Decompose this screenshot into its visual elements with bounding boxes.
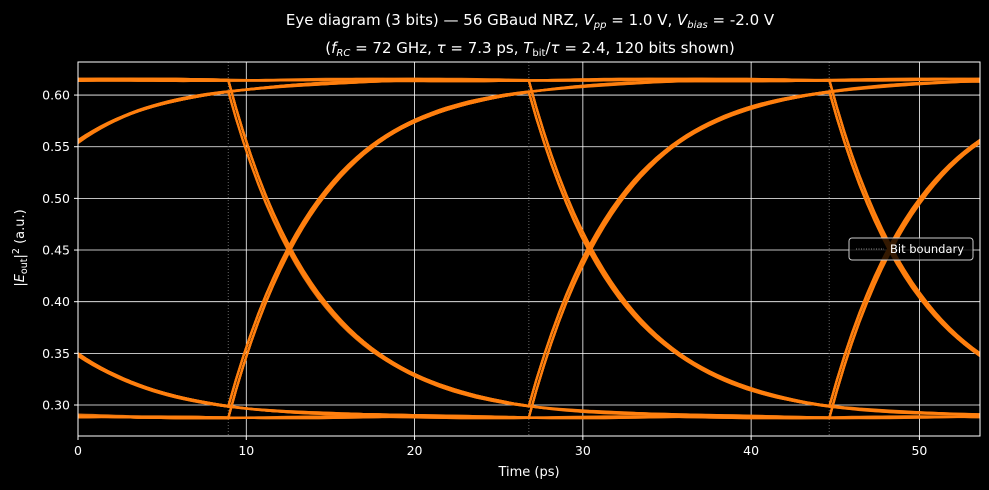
eye-trace-38 [78, 77, 980, 417]
eye-trace-23 [78, 77, 980, 420]
eye-trace-43 [78, 77, 980, 355]
y-tick-label-5: 0.55 [42, 139, 70, 154]
eye-trace-20 [78, 79, 980, 420]
eye-trace-18 [78, 78, 980, 419]
eye-trace-11 [78, 80, 980, 419]
eye-trace-9 [78, 79, 980, 419]
y-tick-label-2: 0.40 [42, 294, 70, 309]
eye-trace-10 [78, 79, 980, 419]
eye-trace-44 [78, 77, 980, 356]
x-tick-label-1: 10 [238, 443, 254, 458]
eye-traces [78, 77, 980, 420]
x-tick-label-2: 20 [407, 443, 423, 458]
eye-trace-3 [78, 140, 980, 420]
eye-trace-27 [78, 77, 980, 419]
y-tick-label-3: 0.45 [42, 243, 70, 258]
x-tick-label-4: 40 [743, 443, 759, 458]
eye-trace-37 [78, 77, 980, 416]
legend-box [848, 237, 974, 261]
y-tick-label-0: 0.30 [42, 398, 70, 413]
x-axis-label: Time (ps) [497, 465, 559, 480]
x-tick-label-3: 30 [575, 443, 591, 458]
eye-trace-28 [78, 77, 980, 419]
legend-label-bit-boundary: Bit boundary [890, 242, 964, 256]
y-tick-label-4: 0.50 [42, 191, 70, 206]
eye-trace-36 [78, 78, 980, 416]
legend: Bit boundary [848, 237, 974, 261]
y-tick-label-6: 0.60 [42, 88, 70, 103]
eye-trace-4 [78, 140, 980, 420]
x-tick-label-0: 0 [74, 443, 82, 458]
chart-title: Eye diagram (3 bits) — 56 GBaud NRZ, Vpp… [286, 11, 775, 31]
axes-frame [77, 61, 981, 437]
y-tick-label-1: 0.35 [42, 346, 70, 361]
x-tick-label-5: 50 [911, 443, 927, 458]
y-axis-label: |Eout|2 (a.u.) [11, 209, 30, 286]
eye-trace-5 [78, 141, 980, 420]
eye-trace-47 [78, 77, 980, 142]
eye-trace-25 [78, 77, 980, 419]
chart-subtitle: (fRC = 72 GHz, τ = 7.3 ps, Tbit/τ = 2.4,… [325, 39, 735, 59]
eye-trace-29 [78, 79, 980, 419]
plot-area: 0 10 20 30 40 50 0.30 0.35 0.40 0.45 0.50 0.55 0.60 [42, 61, 981, 458]
eye-trace-42 [78, 77, 980, 355]
